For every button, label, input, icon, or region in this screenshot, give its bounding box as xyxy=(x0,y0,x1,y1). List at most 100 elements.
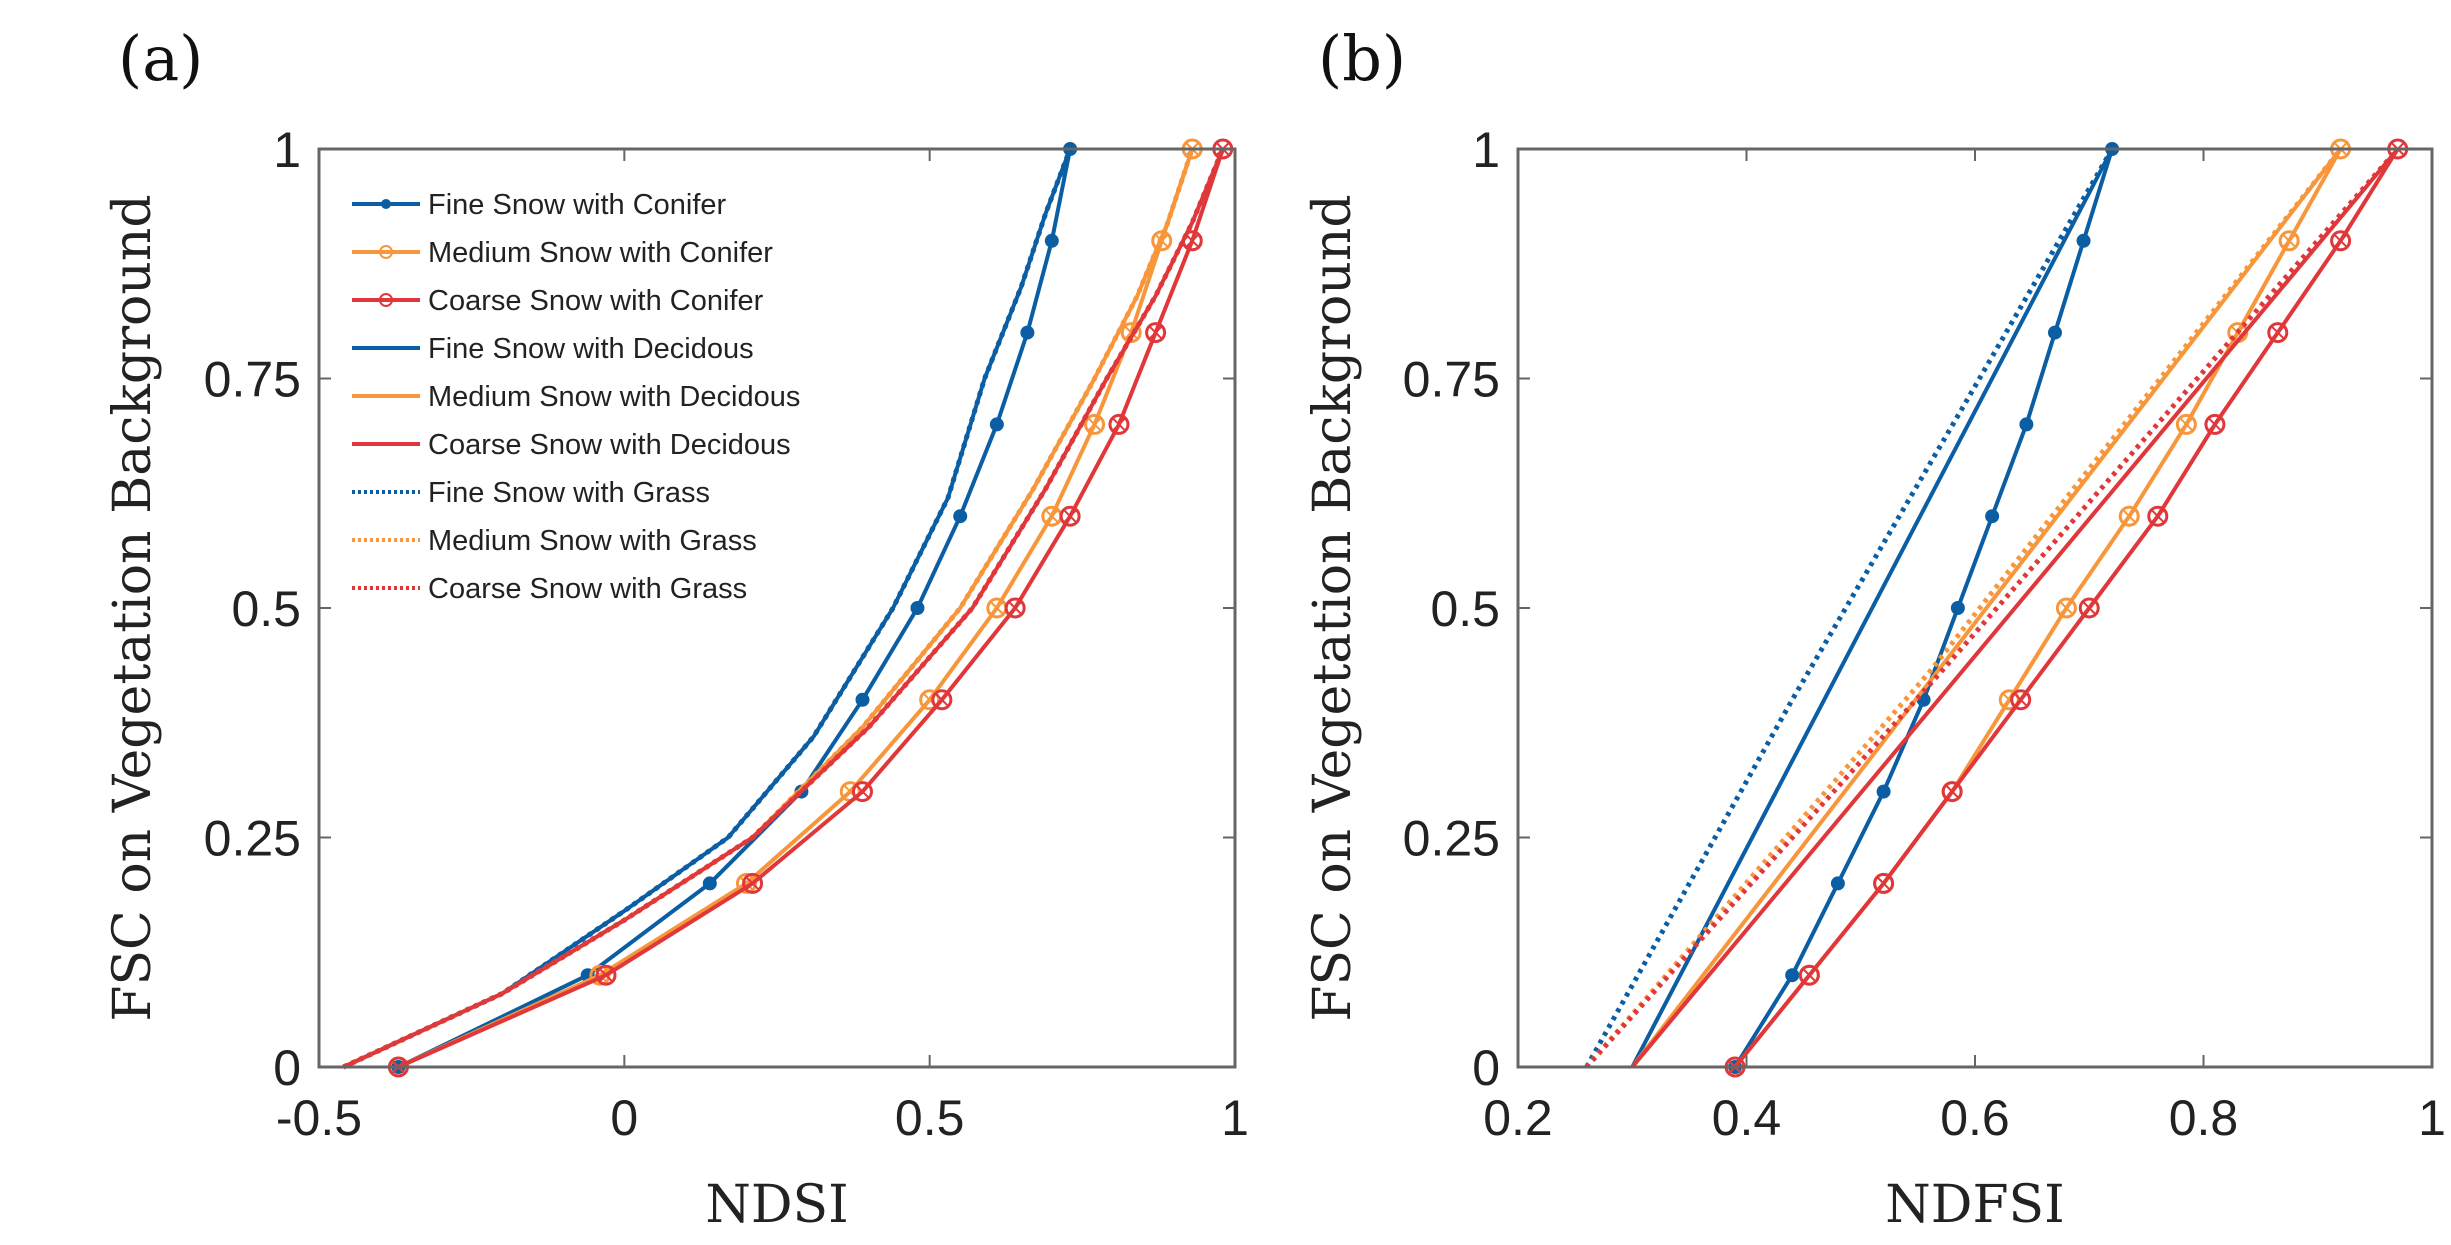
marker-circle xyxy=(2078,597,2100,619)
data-point xyxy=(953,509,968,524)
marker-circle xyxy=(1873,872,1895,894)
marker-cross xyxy=(1802,968,1817,982)
y-tick-label: 0.5 xyxy=(1430,581,1500,637)
data-point xyxy=(1950,601,1965,615)
data-point xyxy=(2055,597,2077,619)
data-point xyxy=(910,601,925,615)
y-tick-label: 0.75 xyxy=(1403,352,1500,408)
data-point xyxy=(1020,325,1035,340)
y-tick-label: 0 xyxy=(1472,1040,1500,1096)
marker-circle xyxy=(2278,230,2300,252)
marker-cross xyxy=(935,693,949,707)
legend-label: Fine Snow with Decidous xyxy=(428,333,754,365)
data-point xyxy=(1798,964,1820,986)
marker-cross xyxy=(1876,876,1891,891)
marker-circle xyxy=(2055,597,2077,619)
data-point xyxy=(1084,413,1106,435)
legend-label: Fine Snow with Conifer xyxy=(428,189,727,221)
marker-circle xyxy=(851,781,873,803)
y-tick-label: 0.75 xyxy=(204,352,301,408)
data-point xyxy=(2078,597,2100,619)
data-point xyxy=(1145,322,1167,344)
data-point xyxy=(1044,233,1059,248)
marker-circle xyxy=(2175,413,2197,435)
marker-cross xyxy=(2013,693,2028,707)
series-line-coarse-snow-with-decidous xyxy=(342,148,1225,1069)
marker-cross xyxy=(2122,509,2136,523)
legend-label: Medium Snow with Decidous xyxy=(428,381,800,413)
data-point xyxy=(2010,689,2032,711)
marker-circle xyxy=(2010,689,2032,711)
marker-circle xyxy=(2147,505,2169,527)
marker-cross xyxy=(1185,234,1199,248)
y-tick-label: 0.25 xyxy=(204,811,301,867)
marker-cross xyxy=(1148,325,1163,340)
marker-cross xyxy=(1045,509,1059,523)
data-point xyxy=(851,781,873,803)
marker-cross xyxy=(2151,509,2165,523)
data-point xyxy=(2118,505,2140,527)
series-line-medium-snow-with-grass xyxy=(1584,147,2343,1069)
legend: Fine Snow with Conifer Medium Snow with C… xyxy=(352,189,800,605)
data-point xyxy=(595,964,617,986)
data-point xyxy=(1830,876,1845,891)
marker-cross xyxy=(745,876,760,891)
marker-circle xyxy=(1941,781,1963,803)
data-point xyxy=(1873,872,1895,894)
data-point xyxy=(2019,417,2034,432)
y-tick-label: 1 xyxy=(1472,122,1500,178)
data-point xyxy=(2076,233,2091,248)
data-point xyxy=(2175,413,2197,435)
marker-circle xyxy=(1059,505,1081,527)
data-point xyxy=(931,689,953,711)
panel-label: (b) xyxy=(1318,22,1406,95)
data-point xyxy=(1108,413,1130,435)
legend-label: Coarse Snow with Decidous xyxy=(428,429,791,461)
legend-label: Coarse Snow with Grass xyxy=(428,573,747,605)
marker-cross xyxy=(599,968,613,982)
marker-circle xyxy=(742,872,764,894)
data-point xyxy=(1004,597,1026,619)
marker-cross xyxy=(1008,601,1022,615)
x-tick-label: 0.2 xyxy=(1483,1090,1553,1146)
x-tick-label: 1 xyxy=(1221,1090,1249,1146)
marker-circle xyxy=(931,689,953,711)
marker-circle xyxy=(919,689,941,711)
legend-marker xyxy=(379,245,393,259)
marker-circle xyxy=(2204,413,2226,435)
marker-circle xyxy=(1145,322,1167,344)
legend-label: Medium Snow with Conifer xyxy=(428,237,773,269)
data-point xyxy=(989,417,1004,432)
y-tick-label: 0.5 xyxy=(231,581,301,637)
x-tick-label: -0.5 xyxy=(276,1090,362,1146)
x-tick-label: 0 xyxy=(610,1090,638,1146)
data-point xyxy=(2278,230,2300,252)
series-line-fine-snow-with-grass xyxy=(342,148,1073,1070)
legend-label: Coarse Snow with Conifer xyxy=(428,285,764,317)
data-point xyxy=(2267,322,2289,344)
marker-cross xyxy=(2282,234,2296,248)
marker-circle xyxy=(2118,505,2140,527)
data-point xyxy=(1785,968,1800,983)
x-axis-label: NDSI xyxy=(705,1175,848,1235)
marker-circle xyxy=(1798,964,1820,986)
series-line-coarse-snow-with-grass xyxy=(1584,147,2400,1069)
marker-circle xyxy=(595,964,617,986)
marker-cross xyxy=(2059,601,2074,615)
data-point xyxy=(2147,505,2169,527)
y-axis-label: FSC on Vegetation Background xyxy=(103,194,163,1021)
x-tick-label: 0.6 xyxy=(1940,1090,2010,1146)
marker-cross xyxy=(1087,417,1102,432)
x-tick-label: 0.8 xyxy=(2169,1090,2239,1146)
marker-cross xyxy=(990,601,1004,615)
series-line-fine-snow-with-grass xyxy=(1584,147,2115,1069)
y-tick-label: 0 xyxy=(273,1040,301,1096)
data-point xyxy=(2330,230,2352,252)
data-point xyxy=(1985,509,2000,524)
panel-b: (b) 0.2 0.4 0.6 0.8 1 0 0.25 0.5 0.75 1 NDFSI FSC on… xyxy=(1303,22,2446,1235)
marker-cross xyxy=(855,784,870,799)
series-line-fine-snow-with-decidous xyxy=(1630,148,2114,1068)
